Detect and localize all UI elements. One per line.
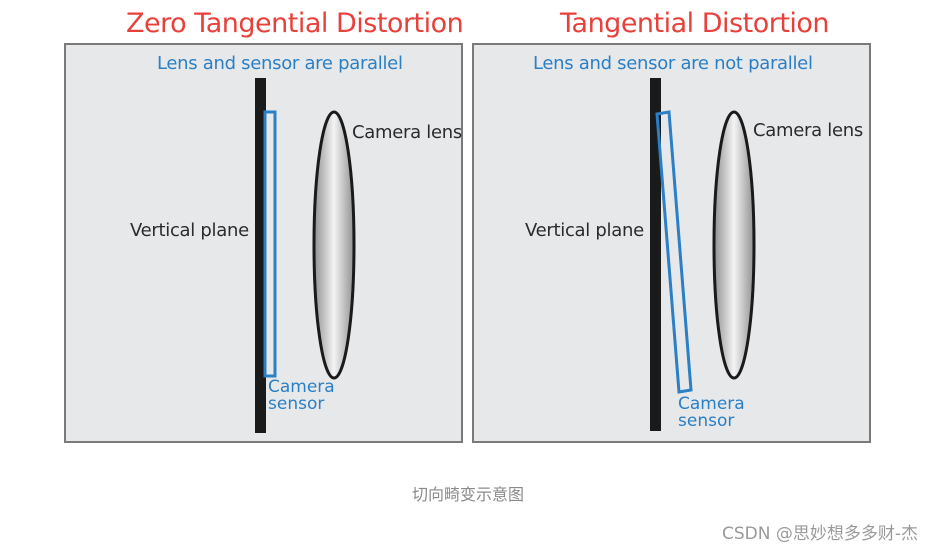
left-plane-label: Vertical plane	[130, 220, 249, 241]
left-sensor-label-line2: sensor	[268, 394, 325, 414]
right-sensor-label-line2: sensor	[678, 411, 735, 431]
left-panel-title: Zero Tangential Distortion	[126, 8, 464, 39]
left-camera-sensor	[263, 110, 277, 378]
watermark: CSDN @思妙想多多财-杰	[721, 524, 918, 544]
right-panel-title: Tangential Distortion	[560, 8, 830, 39]
right-camera-lens	[712, 110, 756, 380]
left-sensor-label: Camera sensor	[268, 379, 335, 413]
right-sensor-label: Camera sensor	[678, 396, 745, 430]
left-subtitle: Lens and sensor are parallel	[157, 53, 403, 74]
right-subtitle: Lens and sensor are not parallel	[533, 53, 813, 74]
left-lens-label: Camera lens	[352, 122, 462, 143]
right-plane-label: Vertical plane	[525, 220, 644, 241]
right-sensor-label-line1: Camera	[678, 394, 745, 414]
left-vertical-plane	[255, 78, 266, 433]
right-lens-label: Camera lens	[753, 120, 863, 141]
right-vertical-plane	[650, 78, 661, 431]
right-camera-sensor	[655, 110, 693, 394]
figure-caption: 切向畸变示意图	[411, 485, 524, 504]
left-camera-lens	[312, 110, 356, 380]
right-panel	[472, 43, 871, 443]
left-sensor-label-line1: Camera	[268, 377, 335, 397]
